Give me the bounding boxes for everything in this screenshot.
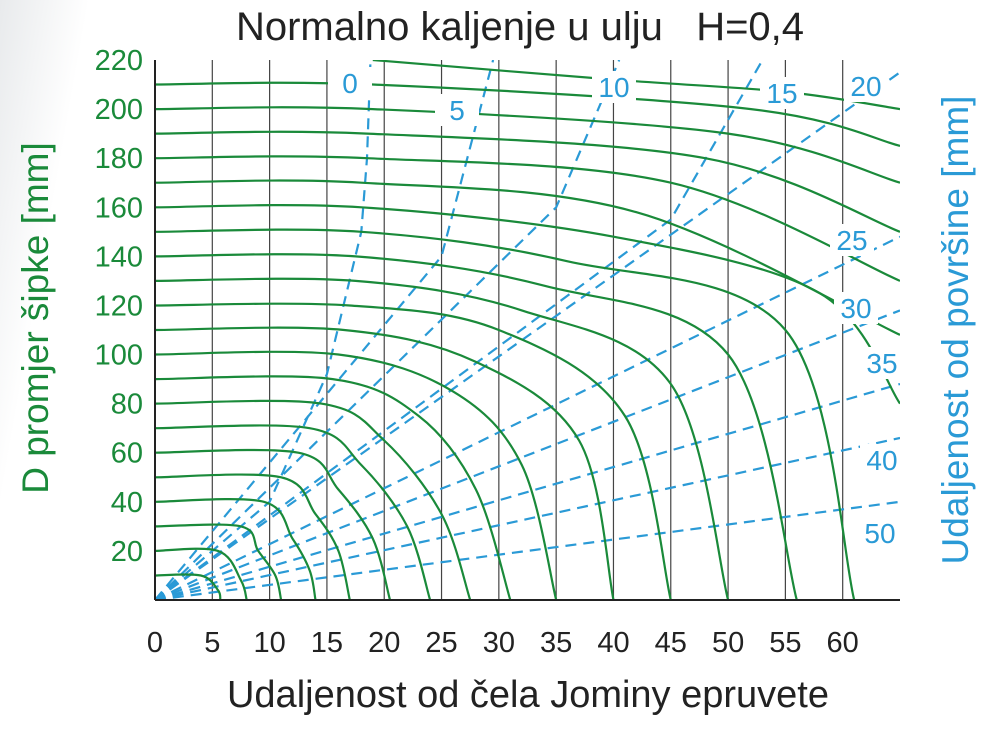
y-tick-label-200: 200: [95, 94, 143, 126]
diameter-curve-30: [155, 523, 283, 600]
axes-layer: [154, 60, 900, 601]
x-tick-label-5: 5: [204, 627, 220, 659]
x-tick-label-0: 0: [147, 627, 163, 659]
surface-distance-label-bg-25: [830, 224, 874, 256]
surface-distance-label-35: 35: [866, 348, 897, 379]
x-tick-label-15: 15: [311, 627, 343, 659]
x-tick-label-10: 10: [253, 627, 285, 659]
x-tick-label-55: 55: [769, 627, 801, 659]
surface-distance-label-20: 20: [850, 71, 881, 102]
diameter-curve-210: [155, 81, 900, 147]
diameter-curve-60: [155, 448, 392, 600]
y-tick-label-100: 100: [95, 340, 143, 372]
y-tick-label-160: 160: [95, 192, 143, 224]
x-tick-label-35: 35: [540, 627, 572, 659]
surface-distance-line-40: [155, 436, 900, 600]
y-tick-label-120: 120: [95, 290, 143, 322]
diameter-curve-170: [155, 179, 900, 336]
diameter-curves: [155, 60, 900, 600]
surface-distance-line-50: [155, 500, 900, 600]
diameter-curve-120: [155, 302, 672, 600]
y-tick-label-140: 140: [95, 241, 143, 273]
diameter-curve-180: [155, 155, 900, 282]
diameter-curve-190: [155, 130, 900, 233]
surface-distance-label-5: 5: [449, 95, 465, 126]
y-tick-label-60: 60: [111, 438, 143, 470]
y-axis-label-right: Udaljenost od površine [mm]: [935, 96, 976, 565]
surface-distance-label-15: 15: [766, 78, 797, 109]
surface-distance-line-15: [155, 60, 764, 600]
surface-distance-label-25: 25: [836, 225, 867, 256]
diameter-curve-70: [155, 424, 432, 600]
diameter-curve-100: [155, 350, 558, 600]
surface-distance-label-bg-20: [844, 70, 888, 102]
y-tick-label-20: 20: [111, 536, 143, 568]
diameter-curve-140: [155, 253, 798, 600]
surface-distance-label-30: 30: [840, 293, 871, 324]
x-tick-label-20: 20: [368, 627, 400, 659]
y-tick-label-40: 40: [111, 487, 143, 519]
surface-distance-label-bg-30: [834, 292, 878, 324]
surface-distance-label-10: 10: [598, 72, 629, 103]
surface-distance-label-bg-0: [328, 67, 372, 99]
diameter-curve-200: [155, 106, 900, 184]
chart-title: Normalno kaljenje u ulju H=0,4: [236, 5, 804, 49]
x-tick-label-30: 30: [483, 627, 515, 659]
surface-distance-label-0: 0: [342, 68, 358, 99]
y-tick-label-80: 80: [111, 389, 143, 421]
x-tick-label-25: 25: [425, 627, 457, 659]
y-tick-label-180: 180: [95, 143, 143, 175]
surface-distance-line-25: [155, 235, 900, 600]
surface-distance-line-5: [155, 60, 495, 600]
diameter-curve-10: [155, 573, 222, 600]
x-tick-label-50: 50: [712, 627, 744, 659]
surface-distance-label-bg-50: [858, 517, 902, 549]
tick-labels: 0 5 10 15 20 25 30 35 40 45 50 55 602040608010012014…: [95, 45, 904, 659]
diameter-curve-150: [155, 228, 856, 600]
diameter-curve-130: [155, 277, 730, 600]
surface-distance-line-10: [155, 60, 621, 600]
surface-distance-label-bg-10: [592, 71, 636, 103]
surface-distance-line-0: [155, 60, 372, 600]
x-tick-label-40: 40: [597, 627, 629, 659]
surface-distance-line-35: [155, 382, 900, 600]
diameter-curve-20: [155, 547, 248, 600]
x-tick-label-60: 60: [827, 627, 859, 659]
surface-distance-label-bg-40: [860, 444, 904, 476]
surface-distance-label-bg-15: [760, 77, 804, 109]
surface-distance-label-bg-35: [860, 347, 904, 379]
surface-distance-line-20: [155, 71, 900, 600]
y-tick-label-220: 220: [95, 45, 143, 77]
diameter-curve-50: [155, 473, 351, 600]
diameter-curve-110: [155, 326, 615, 600]
surface-distance-label-50: 50: [864, 518, 895, 549]
diameter-curve-220: [372, 60, 900, 111]
diameter-curve-40: [155, 498, 317, 600]
diameter-curve-80: [155, 399, 472, 600]
surface-distance-line-30: [155, 309, 900, 600]
diameter-curve-90: [155, 375, 512, 600]
surface-distance-label-40: 40: [866, 445, 897, 476]
x-tick-label-45: 45: [655, 627, 687, 659]
y-axis-label-left: D promjer šipke [mm]: [15, 142, 56, 494]
x-axis-label: Udaljenost od čela Jominy epruvete: [227, 674, 829, 716]
surface-distance-label-bg-5: [435, 94, 479, 126]
